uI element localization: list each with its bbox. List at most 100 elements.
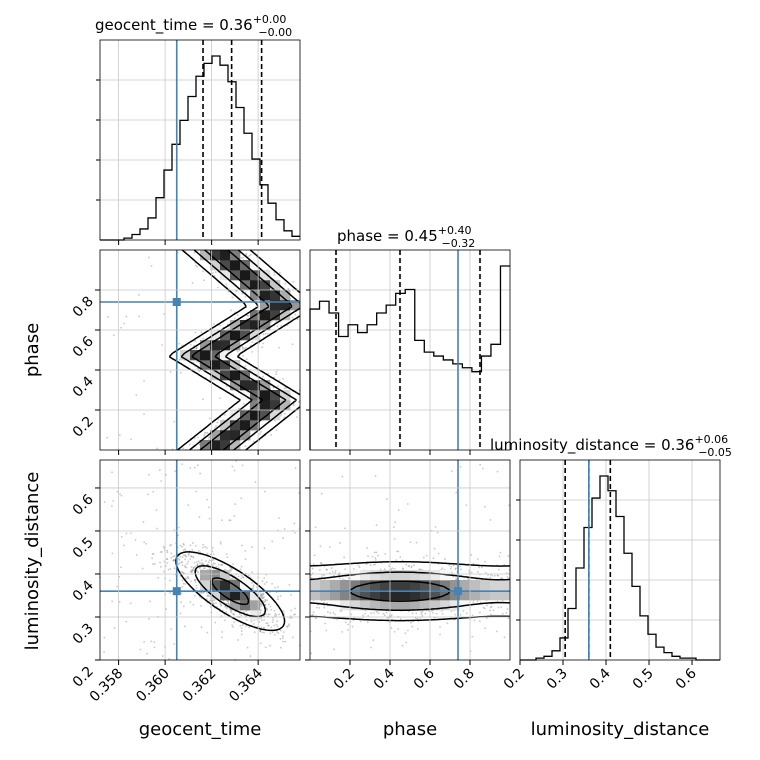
sample-point xyxy=(182,554,185,556)
sample-point xyxy=(161,655,164,657)
sample-point xyxy=(262,592,265,595)
sample-point xyxy=(332,611,335,614)
sample-point xyxy=(196,569,198,572)
truth-marker xyxy=(454,587,462,596)
sample-point xyxy=(201,270,204,273)
sample-point xyxy=(162,545,165,548)
sample-point xyxy=(264,600,267,602)
sample-point xyxy=(213,562,216,565)
panel-frame xyxy=(99,39,301,241)
sample-point xyxy=(283,416,286,419)
sample-point xyxy=(194,579,196,582)
sample-point xyxy=(375,524,378,527)
sample-point xyxy=(260,603,262,605)
sample-point xyxy=(230,568,233,571)
sample-point xyxy=(208,599,211,602)
sample-point xyxy=(266,607,268,610)
density-bin xyxy=(220,250,231,261)
sample-point xyxy=(262,375,265,378)
sample-point xyxy=(415,612,418,615)
sample-point xyxy=(280,324,283,327)
sample-point xyxy=(277,517,280,519)
sample-point xyxy=(410,566,413,569)
sample-point xyxy=(415,541,418,544)
sample-point xyxy=(252,585,255,588)
sample-point xyxy=(374,475,377,478)
density-bin xyxy=(230,590,241,601)
sample-point xyxy=(200,563,203,566)
density-bin xyxy=(270,310,281,321)
density-bin xyxy=(230,320,241,331)
sample-point xyxy=(393,630,396,633)
sample-point xyxy=(173,559,175,561)
density-bin xyxy=(240,330,251,341)
sample-point xyxy=(340,610,343,613)
sample-point xyxy=(357,564,360,567)
sample-point xyxy=(151,557,153,560)
sample-point xyxy=(159,551,162,553)
sample-point xyxy=(193,594,196,597)
sample-point xyxy=(471,614,474,617)
sample-point xyxy=(240,565,243,568)
sample-point xyxy=(237,575,240,578)
sample-point xyxy=(314,526,317,529)
sample-point xyxy=(169,579,171,582)
ylabel-luminosity-distance: luminosity_distance xyxy=(22,472,43,651)
sample-point xyxy=(194,264,197,267)
sample-point xyxy=(495,630,498,633)
sample-point xyxy=(437,552,440,555)
sample-point xyxy=(284,282,287,285)
sample-point xyxy=(163,570,166,573)
sample-point xyxy=(482,606,485,609)
sample-point xyxy=(149,600,151,603)
sample-point xyxy=(151,553,154,555)
sample-point xyxy=(288,623,291,626)
sample-point xyxy=(143,541,146,544)
sample-point xyxy=(240,497,243,500)
sample-point xyxy=(490,605,493,608)
sample-point xyxy=(167,568,170,571)
sample-point xyxy=(193,344,195,347)
sample-point xyxy=(123,322,126,325)
sample-point xyxy=(259,629,262,632)
sample-point xyxy=(233,515,236,518)
density-bin xyxy=(420,570,431,581)
sample-point xyxy=(270,608,273,611)
sample-point xyxy=(459,465,462,468)
panel-phase-luminosity_distance xyxy=(309,460,511,661)
sample-point xyxy=(191,568,193,571)
density-bin xyxy=(230,330,241,341)
sample-point xyxy=(269,605,272,608)
sample-point xyxy=(275,373,278,376)
sample-point xyxy=(434,526,437,528)
sample-point xyxy=(206,631,209,634)
sample-point xyxy=(298,401,300,403)
sample-point xyxy=(227,603,230,605)
sample-point xyxy=(498,568,500,571)
sample-point xyxy=(293,522,296,525)
density-bin xyxy=(210,360,221,371)
sample-point xyxy=(220,636,223,639)
sample-point xyxy=(418,568,421,571)
sample-point xyxy=(450,610,453,613)
sample-point xyxy=(236,350,239,353)
sample-point xyxy=(263,627,265,629)
sample-point xyxy=(325,629,328,632)
sample-point xyxy=(227,602,230,605)
sample-point xyxy=(142,521,145,524)
sample-point xyxy=(367,555,369,558)
sample-point xyxy=(327,611,329,613)
sample-point xyxy=(182,447,185,450)
sample-point xyxy=(455,577,458,580)
sample-point xyxy=(249,655,252,657)
sample-point xyxy=(248,254,251,257)
sample-point xyxy=(199,591,202,594)
sample-point xyxy=(120,535,123,538)
sample-point xyxy=(404,632,407,635)
sample-point xyxy=(200,604,202,607)
sample-point xyxy=(130,438,132,441)
sample-point xyxy=(260,430,262,433)
density-bin xyxy=(470,580,481,591)
sample-point xyxy=(282,377,284,380)
sample-point xyxy=(452,564,455,567)
